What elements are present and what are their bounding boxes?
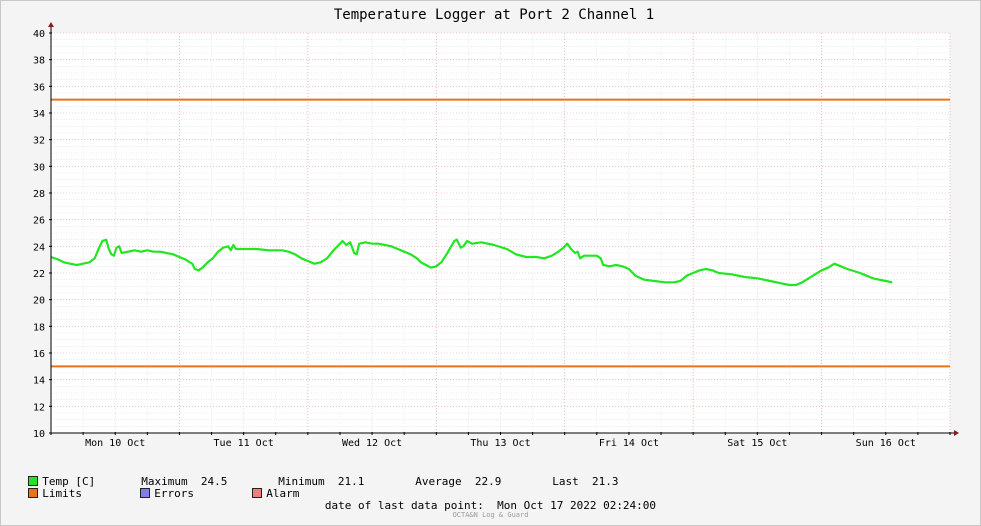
limits-legend-label: Limits bbox=[42, 487, 82, 500]
max-label: Maximum bbox=[141, 475, 188, 488]
last-stat: Last 21.3 bbox=[539, 464, 619, 488]
y-tick-label: 38 bbox=[33, 56, 45, 67]
last-label: Last bbox=[552, 475, 579, 488]
x-tick-label: Sat 15 Oct bbox=[727, 438, 787, 449]
min-label: Minimum bbox=[278, 475, 325, 488]
y-axis-arrow bbox=[48, 22, 54, 27]
y-tick-label: 12 bbox=[33, 402, 45, 413]
legend-row-temp: Temp [C] bbox=[15, 464, 95, 488]
x-tick-label: Fri 14 Oct bbox=[599, 438, 659, 449]
y-tick-label: 26 bbox=[33, 216, 45, 227]
y-tick-label: 36 bbox=[33, 82, 45, 93]
errors-legend-label: Errors bbox=[154, 487, 194, 500]
x-tick-label: Thu 13 Oct bbox=[470, 438, 530, 449]
y-tick-label: 40 bbox=[33, 29, 45, 40]
x-tick-label: Sun 16 Oct bbox=[856, 438, 916, 449]
y-tick-label: 22 bbox=[33, 269, 45, 280]
legend-row-errors: Errors bbox=[127, 476, 194, 500]
chart-title: Temperature Logger at Port 2 Channel 1 bbox=[334, 7, 654, 23]
legend-row-alarm: Alarm bbox=[239, 476, 299, 500]
x-tick-label: Tue 11 Oct bbox=[214, 438, 274, 449]
temp-legend-label: Temp [C] bbox=[42, 475, 96, 488]
x-axis-arrow bbox=[954, 430, 959, 436]
y-tick-label: 18 bbox=[33, 322, 45, 333]
y-tick-label: 30 bbox=[33, 162, 45, 173]
y-tick-label: 14 bbox=[33, 376, 45, 387]
y-tick-label: 20 bbox=[33, 296, 45, 307]
alarm-legend-label: Alarm bbox=[266, 487, 300, 500]
x-tick-label: Mon 10 Oct bbox=[85, 438, 145, 449]
last-data-point-text: date of last data point: Mon Oct 17 2022… bbox=[324, 499, 657, 512]
avg-value: 22.9 bbox=[474, 475, 502, 488]
x-tick-label: Wed 12 Oct bbox=[342, 438, 402, 449]
y-tick-label: 16 bbox=[33, 349, 45, 360]
min-value: 21.1 bbox=[337, 475, 365, 488]
max-stat: Maximum 24.5 bbox=[128, 464, 227, 488]
errors-swatch bbox=[140, 488, 151, 498]
limits-swatch bbox=[28, 488, 39, 498]
temp-series-line bbox=[50, 238, 893, 287]
y-tick-label: 28 bbox=[33, 189, 45, 200]
y-tick-label: 34 bbox=[33, 109, 45, 120]
y-tick-label: 32 bbox=[33, 136, 45, 147]
watermark: OCTA&N Log & Guard bbox=[452, 511, 529, 519]
last-value: 21.3 bbox=[592, 475, 619, 488]
avg-stat: Average 22.9 bbox=[402, 464, 501, 488]
max-value: 24.5 bbox=[200, 475, 228, 488]
min-stat: Minimum 21.1 bbox=[265, 464, 364, 488]
alarm-swatch bbox=[252, 488, 263, 498]
legend-row-limits: Limits bbox=[15, 476, 82, 500]
temp-swatch bbox=[28, 476, 39, 486]
avg-label: Average bbox=[415, 475, 462, 488]
y-tick-label: 10 bbox=[33, 429, 45, 440]
y-tick-label: 24 bbox=[33, 242, 45, 253]
